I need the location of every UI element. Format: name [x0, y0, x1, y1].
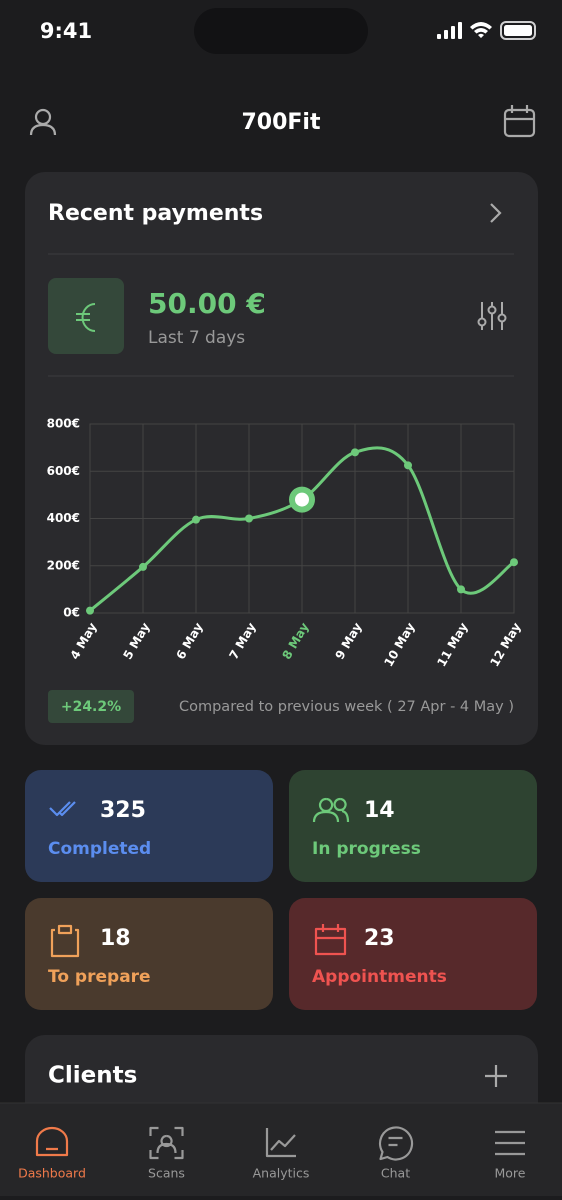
status-time: 9:41: [40, 19, 92, 43]
stat-value: 325: [100, 798, 146, 823]
stat-card[interactable]: [289, 898, 537, 1010]
add-client[interactable]: [485, 1065, 507, 1087]
stat-icon: [312, 797, 350, 823]
tab-icon[interactable]: [495, 1130, 525, 1156]
stat-label: Completed: [48, 839, 151, 859]
highlight-point[interactable]: [289, 486, 315, 513]
payments-amount: 50.00 €: [148, 287, 266, 320]
y-tick-label: 0€: [63, 606, 80, 620]
payments-arrow[interactable]: [490, 203, 502, 223]
tab-icon[interactable]: [378, 1126, 414, 1161]
tab-icon[interactable]: [265, 1128, 296, 1158]
stat-card[interactable]: [25, 770, 273, 882]
euro-badge: [48, 278, 124, 354]
tab-bar: [0, 1103, 562, 1196]
tab-icon[interactable]: [149, 1126, 184, 1160]
change-badge: [48, 690, 134, 723]
stat-icon: [49, 801, 76, 817]
tab-items: Dashboard Scans Analytics Chat More: [18, 1126, 526, 1181]
data-point: [245, 514, 253, 523]
comparison-note: Compared to previous week ( 27 Apr - 4 M…: [179, 699, 514, 715]
y-tick-label: 200€: [47, 558, 80, 572]
stat-label: In progress: [312, 839, 421, 859]
data-point: [351, 448, 359, 457]
tab-icon[interactable]: [35, 1126, 69, 1157]
clients-title: Clients: [48, 1063, 137, 1089]
data-point: [404, 461, 412, 470]
stat-icon: [50, 924, 80, 958]
euro-icon: [76, 303, 96, 332]
data-point: [457, 585, 465, 594]
data-point: [510, 558, 518, 567]
tab-label[interactable]: Dashboard: [18, 1166, 86, 1181]
y-tick-label: 600€: [47, 464, 80, 478]
stat-label: To prepare: [48, 967, 151, 987]
payments-card: [25, 172, 538, 745]
tab-label[interactable]: Analytics: [253, 1166, 310, 1181]
dynamic-island: [194, 8, 368, 54]
data-point: [139, 562, 147, 571]
payments-period: Last 7 days: [148, 328, 245, 348]
status-icons: [437, 21, 536, 40]
change-value: +24.2%: [61, 699, 121, 715]
stat-value: 18: [100, 926, 131, 951]
tab-label[interactable]: More: [495, 1166, 526, 1181]
payments-title: Recent payments: [48, 201, 263, 226]
stats: 325 Completed 14 In progress 18 To prepare 23 A…: [25, 770, 537, 1010]
stat-value: 23: [364, 926, 395, 951]
stat-value: 14: [364, 798, 395, 823]
calendar-icon[interactable]: [503, 105, 536, 138]
stat-card[interactable]: [25, 898, 273, 1010]
tab-label[interactable]: Scans: [148, 1166, 185, 1181]
stat-icon: [314, 924, 347, 956]
filter-icon[interactable]: [477, 302, 507, 330]
data-point: [192, 515, 200, 524]
y-tick-label: 800€: [47, 417, 80, 431]
stat-card[interactable]: [289, 770, 537, 882]
stat-label: Appointments: [312, 967, 447, 987]
app-title: 700Fit: [241, 110, 320, 135]
y-tick-label: 400€: [47, 511, 80, 525]
tab-label[interactable]: Chat: [381, 1166, 410, 1181]
profile-icon[interactable]: [29, 108, 57, 136]
data-point: [86, 606, 94, 615]
